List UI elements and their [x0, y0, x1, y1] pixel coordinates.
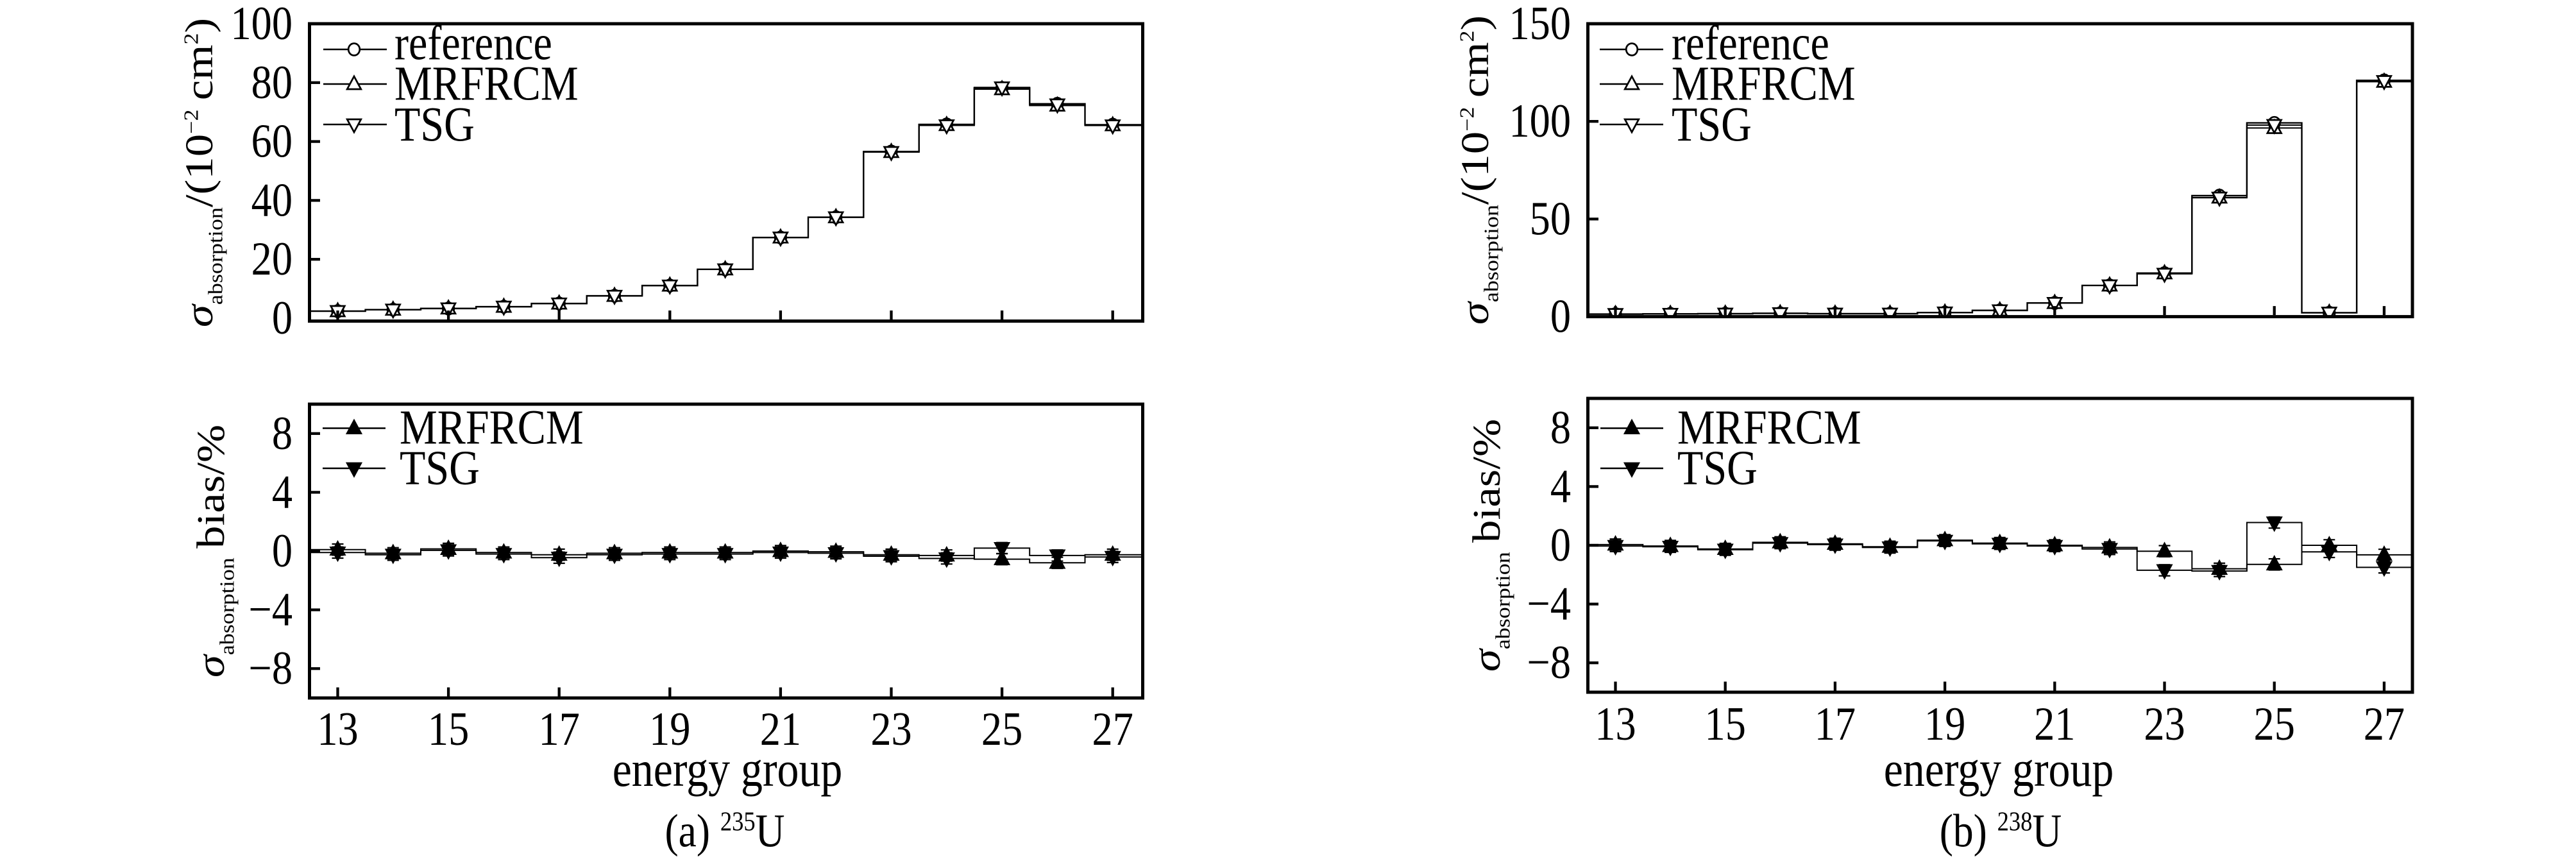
svg-text:25: 25 — [981, 703, 1022, 756]
svg-text:19: 19 — [1924, 698, 1965, 751]
svg-text:8: 8 — [1550, 402, 1571, 454]
svg-text:TSG: TSG — [394, 98, 475, 151]
svg-text:(a) 235U: (a) 235U — [665, 804, 784, 856]
svg-text:21: 21 — [2034, 698, 2075, 751]
svg-text:60: 60 — [251, 115, 292, 168]
svg-text:0: 0 — [1550, 519, 1571, 572]
svg-text:20: 20 — [251, 233, 292, 285]
svg-text:−4: −4 — [249, 584, 292, 636]
svg-text:σabsorption/(10−2 cm2): σabsorption/(10−2 cm2) — [178, 18, 227, 327]
svg-text:25: 25 — [2254, 698, 2295, 751]
svg-text:23: 23 — [2144, 698, 2185, 751]
svg-text:reference: reference — [394, 17, 552, 70]
svg-text:0: 0 — [272, 292, 292, 344]
svg-text:MRFRCM: MRFRCM — [1672, 57, 1856, 110]
svg-text:TSG: TSG — [1677, 442, 1758, 495]
svg-text:MRFRCM: MRFRCM — [400, 401, 584, 454]
svg-text:150: 150 — [1509, 0, 1571, 50]
svg-text:50: 50 — [1530, 192, 1571, 245]
svg-text:19: 19 — [649, 703, 690, 756]
svg-text:17: 17 — [1815, 698, 1856, 751]
svg-text:4: 4 — [1550, 460, 1571, 513]
svg-text:17: 17 — [539, 703, 580, 756]
svg-text:−4: −4 — [1527, 578, 1571, 631]
svg-text:80: 80 — [251, 56, 292, 109]
svg-text:MRFRCM: MRFRCM — [1677, 401, 1861, 454]
svg-text:8: 8 — [272, 407, 292, 460]
svg-text:energy group: energy group — [613, 742, 843, 797]
svg-text:15: 15 — [428, 703, 469, 756]
svg-text:σabsorption/(10−2 cm2): σabsorption/(10−2 cm2) — [1453, 15, 1503, 325]
svg-text:TSG: TSG — [1672, 98, 1752, 151]
svg-text:4: 4 — [272, 466, 292, 518]
svg-text:−8: −8 — [1527, 636, 1571, 689]
svg-text:21: 21 — [760, 703, 801, 756]
svg-text:23: 23 — [870, 703, 911, 756]
svg-text:100: 100 — [230, 0, 292, 50]
svg-text:reference: reference — [1672, 17, 1829, 70]
svg-text:σabsorption bias/%: σabsorption bias/% — [1465, 419, 1514, 672]
svg-text:13: 13 — [317, 703, 358, 756]
svg-text:TSG: TSG — [400, 442, 480, 495]
svg-text:MRFRCM: MRFRCM — [394, 57, 579, 110]
svg-text:13: 13 — [1595, 698, 1636, 751]
svg-text:energy group: energy group — [1884, 742, 2114, 797]
svg-text:27: 27 — [1092, 703, 1133, 756]
svg-text:0: 0 — [272, 525, 292, 577]
svg-text:100: 100 — [1509, 95, 1571, 148]
svg-text:27: 27 — [2364, 698, 2405, 751]
svg-text:15: 15 — [1705, 698, 1746, 751]
svg-text:0: 0 — [1550, 291, 1571, 343]
svg-text:−8: −8 — [249, 642, 292, 695]
svg-text:40: 40 — [251, 174, 292, 226]
svg-text:σabsorption bias/%: σabsorption bias/% — [189, 425, 239, 677]
